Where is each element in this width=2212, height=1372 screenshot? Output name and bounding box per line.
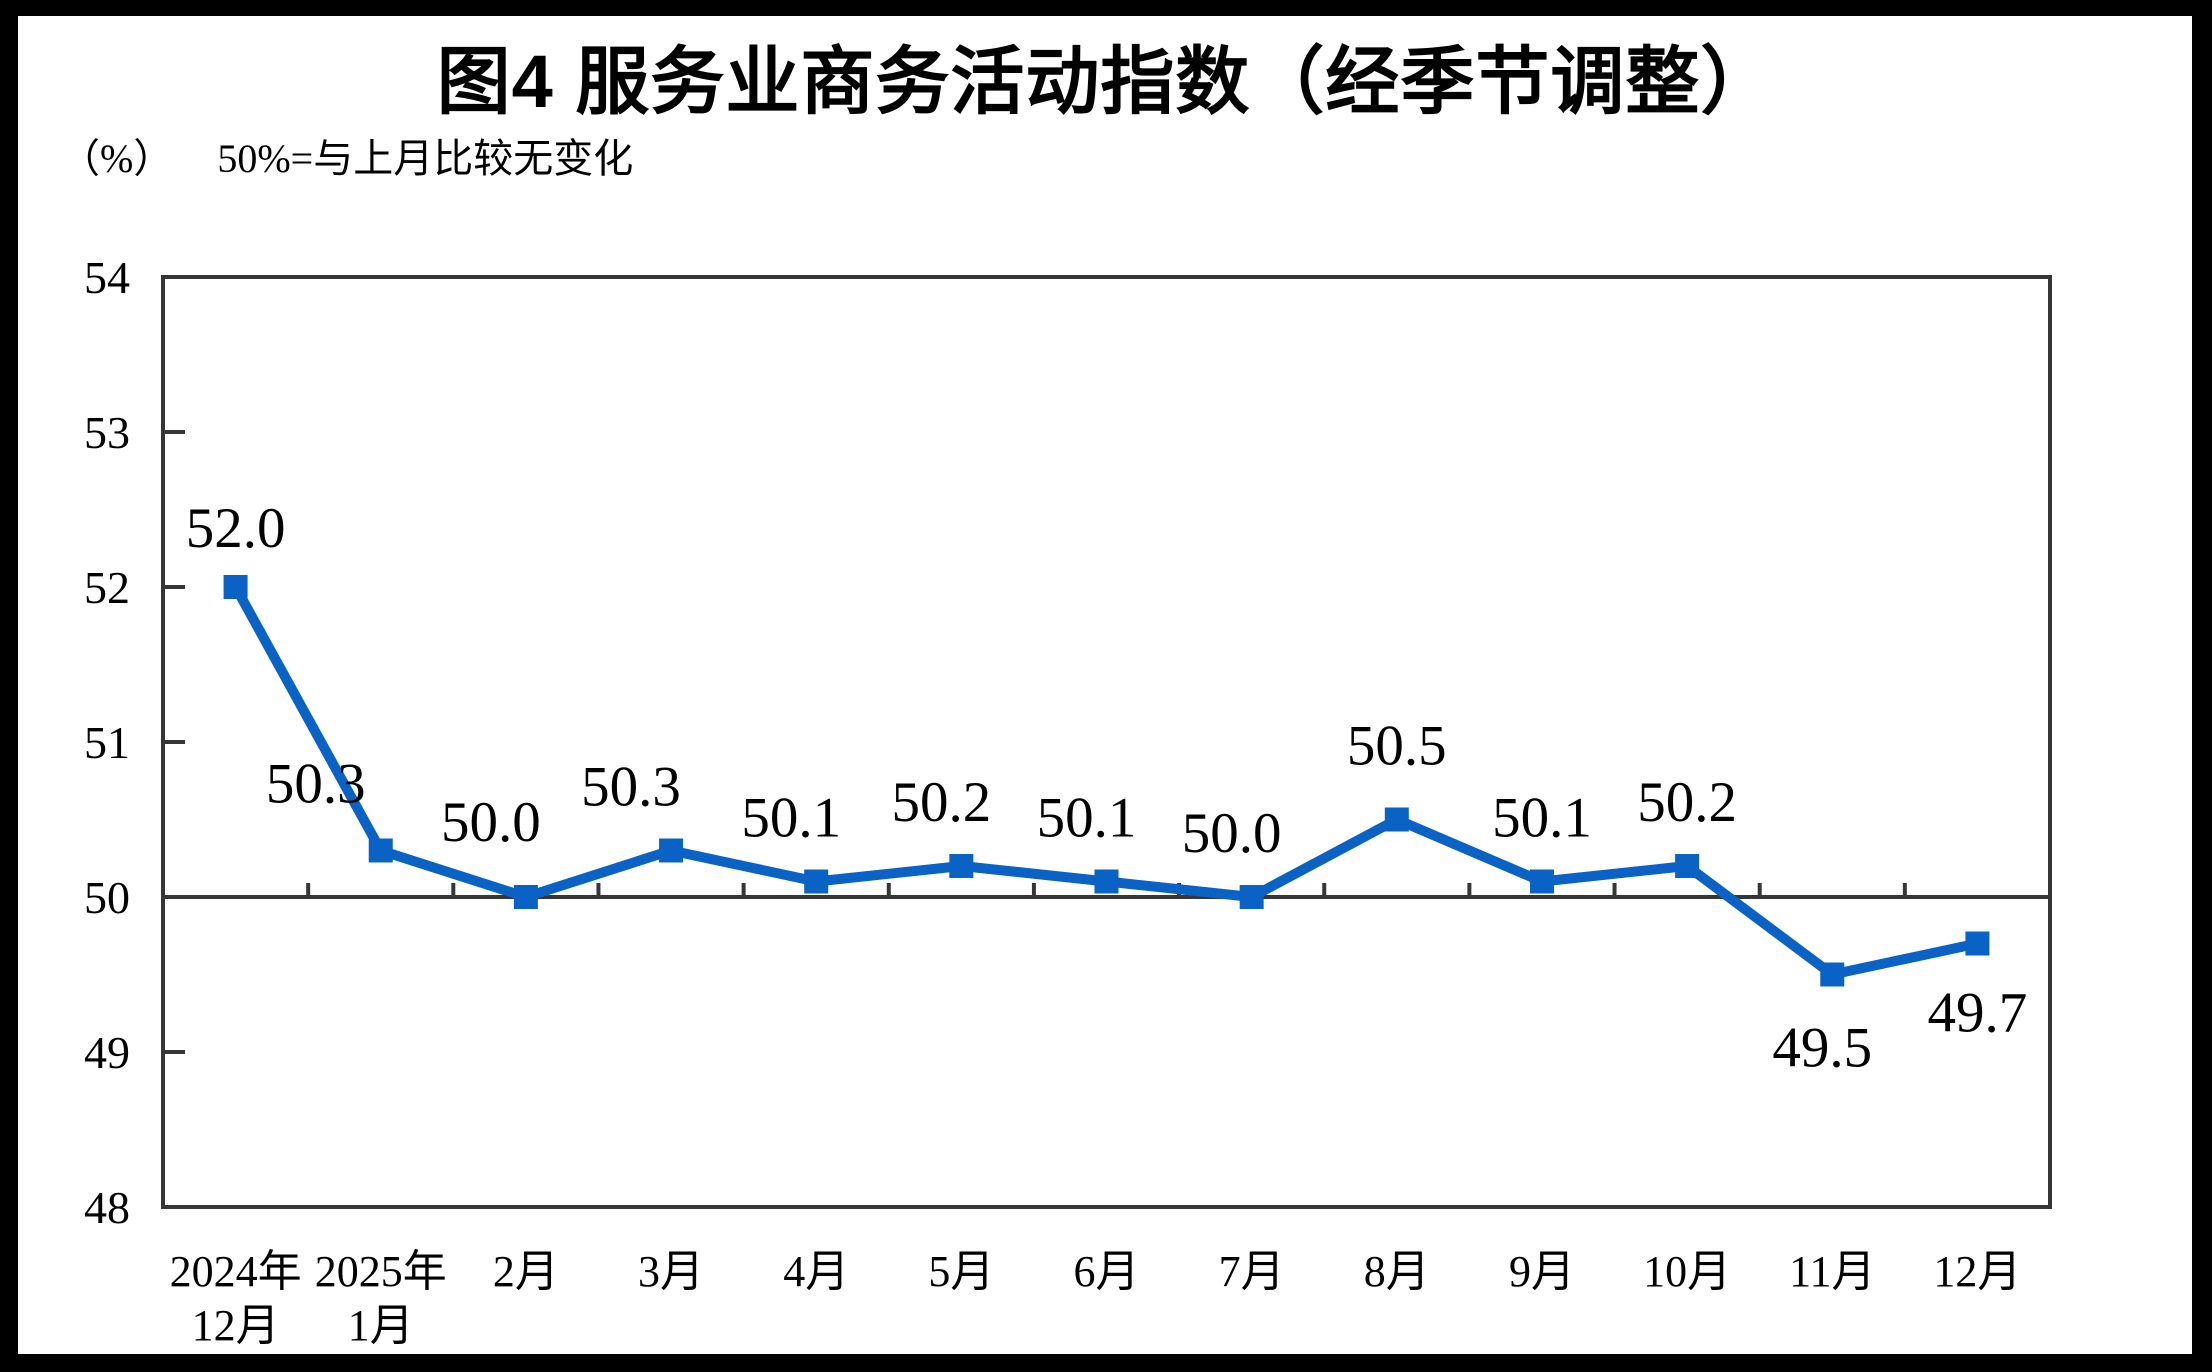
- x-axis-label: 1月: [348, 1301, 414, 1350]
- data-point-label: 50.1: [1037, 787, 1137, 850]
- frame-border-top: [0, 0, 2212, 16]
- frame-border-right: [2192, 0, 2212, 1372]
- data-point-label: 52.0: [186, 497, 286, 560]
- data-point-label: 50.3: [266, 753, 366, 816]
- data-point-label: 50.1: [741, 787, 841, 850]
- data-point-marker: [1239, 885, 1264, 909]
- frame-border-bottom: [0, 1354, 2212, 1372]
- data-point-marker: [659, 838, 684, 863]
- x-axis-label: 8月: [1364, 1247, 1430, 1296]
- x-axis-label: 2025年: [315, 1247, 447, 1296]
- data-point-marker: [1820, 962, 1845, 987]
- y-axis-unit-label: （%）: [60, 136, 174, 181]
- y-axis-label: 54: [84, 252, 130, 303]
- x-axis-label: 2月: [493, 1247, 559, 1296]
- data-point-marker: [1965, 931, 1990, 956]
- y-axis-label: 50: [84, 872, 130, 923]
- x-axis-label: 4月: [783, 1247, 849, 1296]
- data-point-marker: [949, 854, 974, 878]
- x-axis-label: 9月: [1509, 1247, 1575, 1296]
- data-point-marker: [223, 575, 248, 599]
- data-point-label: 50.1: [1492, 787, 1592, 850]
- x-axis-label: 2024年: [170, 1247, 302, 1296]
- x-axis-label: 12月: [192, 1301, 280, 1350]
- data-point-marker: [513, 885, 538, 909]
- data-point-marker: [1675, 854, 1700, 878]
- y-axis-label: 49: [84, 1027, 130, 1078]
- data-point-label: 50.0: [1182, 802, 1282, 865]
- plot-border: [161, 275, 2052, 1209]
- data-point-label: 50.2: [1637, 771, 1737, 834]
- data-point-marker: [1384, 807, 1409, 832]
- data-point-marker: [1094, 869, 1119, 894]
- frame-border-left: [0, 0, 18, 1372]
- chart-subtitle: （%） 50%=与上月比较无变化: [60, 126, 633, 184]
- data-point-label: 49.5: [1772, 1017, 1872, 1080]
- data-point-marker: [368, 838, 393, 863]
- y-axis-label: 51: [84, 717, 130, 768]
- baseline-note: 50%=与上月比较无变化: [217, 136, 634, 181]
- x-axis-label: 10月: [1643, 1247, 1731, 1296]
- data-point-label: 50.3: [581, 756, 681, 819]
- y-axis-label: 53: [84, 407, 130, 458]
- x-axis-label: 12月: [1933, 1247, 2021, 1296]
- x-axis-label: 6月: [1074, 1247, 1140, 1296]
- chart-title: 图4 服务业商务活动指数（经季节调整）: [436, 40, 1776, 123]
- data-point-label: 49.7: [1928, 982, 2028, 1045]
- data-point-marker: [1529, 869, 1554, 894]
- data-point-label: 50.0: [441, 791, 541, 854]
- data-point-marker: [804, 869, 829, 894]
- data-point-label: 50.5: [1347, 715, 1447, 778]
- x-axis-label: 3月: [638, 1247, 704, 1296]
- data-point-label: 50.2: [891, 771, 991, 834]
- x-axis-label: 11月: [1789, 1247, 1875, 1296]
- y-axis-label: 48: [84, 1182, 130, 1233]
- x-axis-label: 7月: [1219, 1247, 1285, 1296]
- y-axis-label: 52: [84, 562, 130, 613]
- x-axis-label: 5月: [928, 1247, 994, 1296]
